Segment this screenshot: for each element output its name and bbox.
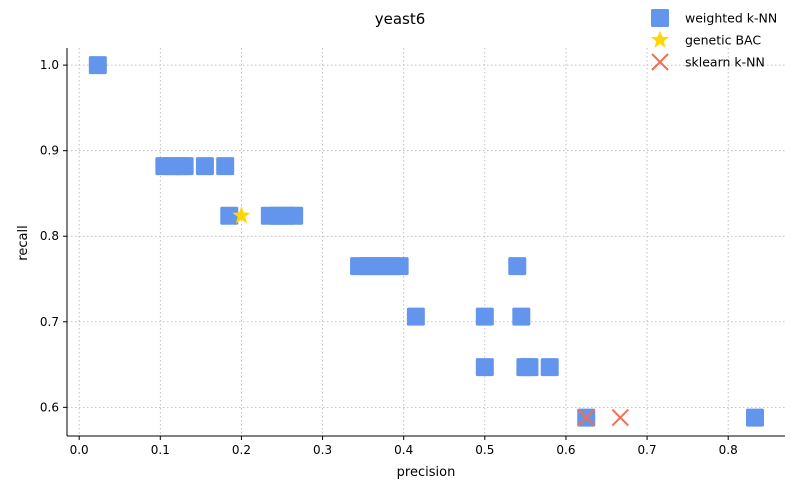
weighted-k-nn-point xyxy=(475,307,494,326)
weighted-k-nn-point xyxy=(540,358,559,377)
legend-label-sklearn-k-nn: sklearn k-NN xyxy=(685,55,765,70)
y-axis-label: recall xyxy=(16,225,31,260)
axes: 0.0 0.1 0.2 0.3 0.4 0.5 0.6 0.7 0.8 0.6 0.7 0.8 0.9 1… xyxy=(40,48,785,457)
legend-marker-sklearn-k-nn xyxy=(651,53,669,71)
weighted-k-nn-point xyxy=(508,257,527,276)
x-tick-label: 0.5 xyxy=(475,443,494,457)
x-tick-label: 0.0 xyxy=(70,443,89,457)
x-tick-label: 0.6 xyxy=(556,443,575,457)
x-tick-label: 0.1 xyxy=(151,443,170,457)
legend-marker-weighted-k-nn xyxy=(651,9,669,27)
weighted-k-nn-point xyxy=(216,157,235,176)
weighted-k-nn-point xyxy=(220,206,239,225)
y-tick-label: 1.0 xyxy=(40,58,59,72)
y-tick-label: 0.6 xyxy=(40,400,59,414)
weighted-k-nn-point xyxy=(390,257,409,276)
weighted-k-nn-point xyxy=(175,157,194,176)
chart-title: yeast6 xyxy=(375,10,426,28)
legend: weighted k-NN genetic BAC sklearn k-NN xyxy=(650,9,777,71)
grid-lines xyxy=(67,48,785,436)
weighted-k-nn-point xyxy=(520,358,539,377)
x-tick-label: 0.8 xyxy=(719,443,738,457)
y-tick-label: 0.7 xyxy=(40,315,59,329)
legend-label-genetic-bac: genetic BAC xyxy=(685,33,761,48)
y-tick-label: 0.9 xyxy=(40,144,59,158)
x-axis-label: precision xyxy=(397,465,456,480)
genetic-bac-point xyxy=(232,206,251,224)
legend-label-weighted-k-nn: weighted k-NN xyxy=(685,11,777,26)
x-tick-label: 0.3 xyxy=(313,443,332,457)
weighted-k-nn-point xyxy=(88,56,107,75)
weighted-k-nn-point xyxy=(475,358,494,377)
weighted-k-nn-point xyxy=(406,307,425,326)
sklearn-k-nn-point xyxy=(611,408,630,427)
y-tick-label: 0.8 xyxy=(40,229,59,243)
weighted-k-nn-point xyxy=(195,157,214,176)
x-tick-label: 0.7 xyxy=(638,443,657,457)
weighted-k-nn-point xyxy=(512,307,531,326)
sklearn-k-nn-point xyxy=(577,408,595,427)
legend-marker-genetic-bac xyxy=(650,30,670,48)
data-points xyxy=(88,56,764,427)
x-tick-label: 0.2 xyxy=(232,443,251,457)
weighted-k-nn-point xyxy=(285,206,304,225)
x-tick-label: 0.4 xyxy=(394,443,413,457)
weighted-k-nn-point xyxy=(745,408,764,427)
